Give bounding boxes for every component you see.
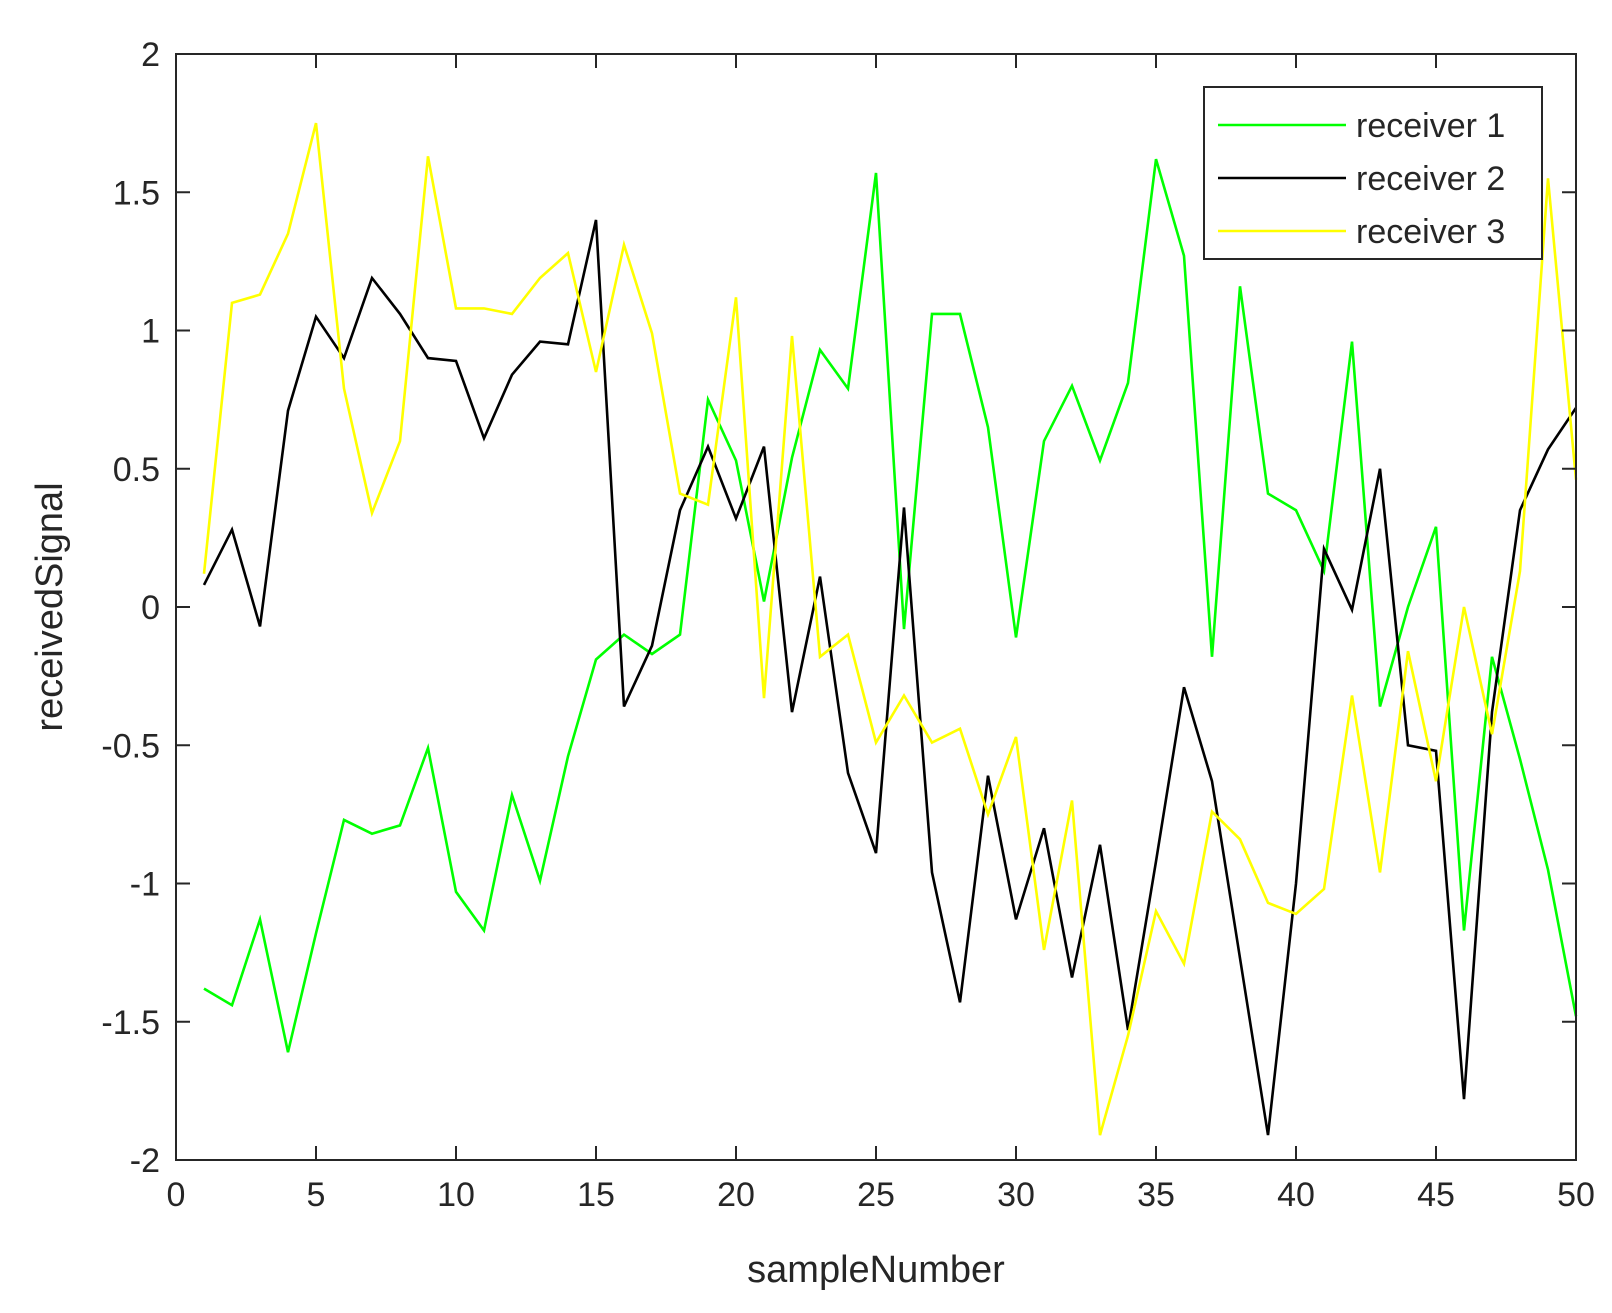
x-tick-label: 40 [1277, 1176, 1315, 1214]
legend-label-receiver-2: receiver 2 [1356, 160, 1505, 198]
x-tick-label: 30 [997, 1176, 1035, 1214]
y-axis-label: receivedSignal [29, 482, 71, 731]
series-line-receiver-2 [202, 219, 1578, 1136]
x-tick-label: 45 [1417, 1176, 1455, 1214]
x-tick-label: 10 [437, 1176, 475, 1214]
x-axis-label: sampleNumber [747, 1249, 1005, 1291]
y-tick-label: -1.5 [101, 1004, 160, 1042]
y-tick-label: 1.5 [113, 174, 160, 212]
x-tick-label: 50 [1557, 1176, 1595, 1214]
y-tick-label: -2 [130, 1142, 160, 1180]
x-tick-label: 25 [857, 1176, 895, 1214]
y-tick-label: 2 [141, 36, 160, 74]
series-line-receiver-3 [202, 122, 1578, 1136]
series-line-receiver-1 [203, 158, 1578, 1053]
x-tick-label: 15 [577, 1176, 615, 1214]
y-tick-label: 0.5 [113, 451, 160, 489]
series-layer [202, 122, 1578, 1136]
x-tick-label: 20 [717, 1176, 755, 1214]
ticks-layer: 0 5 10 15 20 25 30 35 40 45 50 -2 -1.5 -1 -0.5 0 0.5 1 1.5… [101, 36, 1595, 1214]
y-tick-label: 1 [141, 313, 160, 351]
legend-label-receiver-1: receiver 1 [1356, 107, 1505, 145]
x-tick-label: 5 [307, 1176, 326, 1214]
y-tick-label: -1 [130, 866, 160, 904]
y-tick-label: -0.5 [101, 727, 160, 765]
legend-label-receiver-3: receiver 3 [1356, 213, 1505, 251]
x-tick-label: 35 [1137, 1176, 1175, 1214]
y-tick-label: 0 [141, 589, 160, 627]
legend: receiver 1 receiver 2 receiver 3 [1203, 86, 1543, 260]
x-tick-label: 0 [167, 1176, 186, 1214]
